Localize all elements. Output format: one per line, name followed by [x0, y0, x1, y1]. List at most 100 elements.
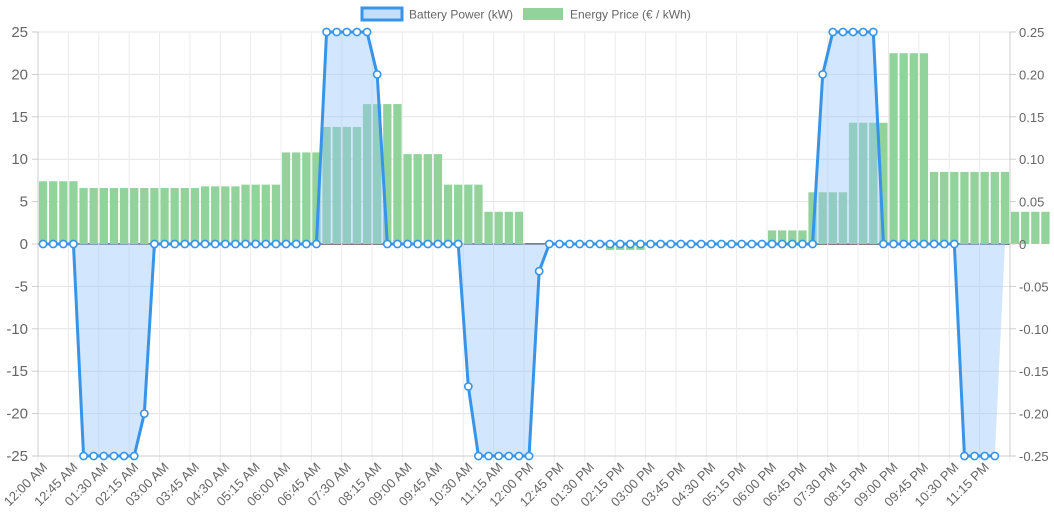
battery-power-point: [677, 240, 684, 247]
price-bar: [515, 212, 523, 244]
battery-power-point: [120, 452, 127, 459]
price-bar: [221, 186, 229, 244]
price-bar: [181, 188, 189, 244]
battery-power-point: [384, 240, 391, 247]
battery-power-point: [465, 383, 472, 390]
price-bar: [262, 185, 270, 244]
price-bar: [120, 188, 128, 244]
battery-power-point: [708, 240, 715, 247]
price-bar: [49, 181, 57, 244]
battery-power-point: [39, 240, 46, 247]
battery-power-point: [293, 240, 300, 247]
battery-power-point: [738, 240, 745, 247]
battery-power-point: [870, 28, 877, 35]
battery-power-point: [728, 240, 735, 247]
price-bar: [970, 172, 978, 244]
price-bar: [393, 104, 401, 244]
battery-power-point: [789, 240, 796, 247]
battery-power-point: [566, 240, 573, 247]
y-right-tick-label: 0.10: [1019, 152, 1044, 167]
y-right-tick-label: 0.15: [1019, 110, 1044, 125]
battery-power-point: [272, 240, 279, 247]
battery-power-point: [900, 240, 907, 247]
y-left-tick-label: -5: [15, 278, 28, 295]
battery-power-point: [434, 240, 441, 247]
battery-power-point: [303, 240, 310, 247]
y-left-tick-label: -15: [6, 363, 28, 380]
price-bar: [90, 188, 98, 244]
price-bar: [79, 188, 87, 244]
battery-power-point: [667, 240, 674, 247]
battery-power-point: [718, 240, 725, 247]
price-bar: [981, 172, 989, 244]
price-bar: [495, 212, 503, 244]
price-bar: [110, 188, 118, 244]
legend: Battery Power (kW) Energy Price (€ / kWh…: [362, 8, 691, 22]
battery-power-point: [799, 240, 806, 247]
battery-power-point: [495, 452, 502, 459]
battery-power-point: [343, 28, 350, 35]
battery-power-point: [353, 28, 360, 35]
battery-power-point: [60, 240, 67, 247]
price-bar: [900, 53, 908, 244]
battery-power-point: [596, 240, 603, 247]
price-bar: [1011, 212, 1019, 244]
battery-power-point: [242, 240, 249, 247]
battery-power-point: [161, 240, 168, 247]
price-bar: [414, 154, 422, 244]
price-bar: [991, 172, 999, 244]
price-bar: [191, 188, 199, 244]
price-bar: [160, 188, 168, 244]
price-bar: [59, 181, 67, 244]
price-bar: [150, 188, 158, 244]
battery-power-point: [171, 240, 178, 247]
battery-power-point: [131, 452, 138, 459]
battery-power-point: [758, 240, 765, 247]
battery-power-point: [971, 452, 978, 459]
battery-power-point: [374, 71, 381, 78]
battery-power-point: [363, 28, 370, 35]
y-left-tick-label: 5: [20, 194, 28, 211]
price-bar: [403, 154, 411, 244]
legend-item-energy-price[interactable]: Energy Price (€ / kWh): [523, 8, 691, 22]
y-left-tick-label: 10: [11, 151, 28, 168]
battery-power-point: [768, 240, 775, 247]
y-right-tick-label: 0.20: [1019, 67, 1044, 82]
battery-power-point: [232, 240, 239, 247]
battery-power-point: [141, 410, 148, 417]
battery-power-point: [110, 452, 117, 459]
price-bar: [434, 154, 442, 244]
price-bar: [505, 212, 513, 244]
price-bar: [920, 53, 928, 244]
battery-power-point: [80, 452, 87, 459]
y-right-tick-label: -0.15: [1019, 364, 1049, 379]
battery-power-point: [333, 28, 340, 35]
battery-power-point: [819, 71, 826, 78]
battery-power-point: [515, 452, 522, 459]
y-left-tick-label: 0: [20, 236, 28, 253]
price-bars: [39, 53, 1050, 250]
price-bar: [424, 154, 432, 244]
price-bar: [171, 188, 179, 244]
battery-power-point: [657, 240, 664, 247]
battery-power-point: [475, 452, 482, 459]
price-bar: [201, 186, 209, 244]
price-bar: [302, 152, 310, 244]
price-bar: [252, 185, 260, 244]
battery-power-point: [444, 240, 451, 247]
y-right-tick-label: 0.05: [1019, 195, 1044, 210]
battery-power-point: [809, 240, 816, 247]
price-bar: [140, 188, 148, 244]
battery-power-point: [839, 28, 846, 35]
battery-power-point: [100, 452, 107, 459]
battery-power-point: [394, 240, 401, 247]
price-bar: [444, 185, 452, 244]
battery-power-point: [698, 240, 705, 247]
battery-power-point: [556, 240, 563, 247]
price-bar: [69, 181, 77, 244]
price-bar: [100, 188, 108, 244]
battery-power-point: [941, 240, 948, 247]
legend-item-battery-power[interactable]: Battery Power (kW): [362, 8, 513, 22]
legend-label-energy-price: Energy Price (€ / kWh): [570, 8, 691, 22]
